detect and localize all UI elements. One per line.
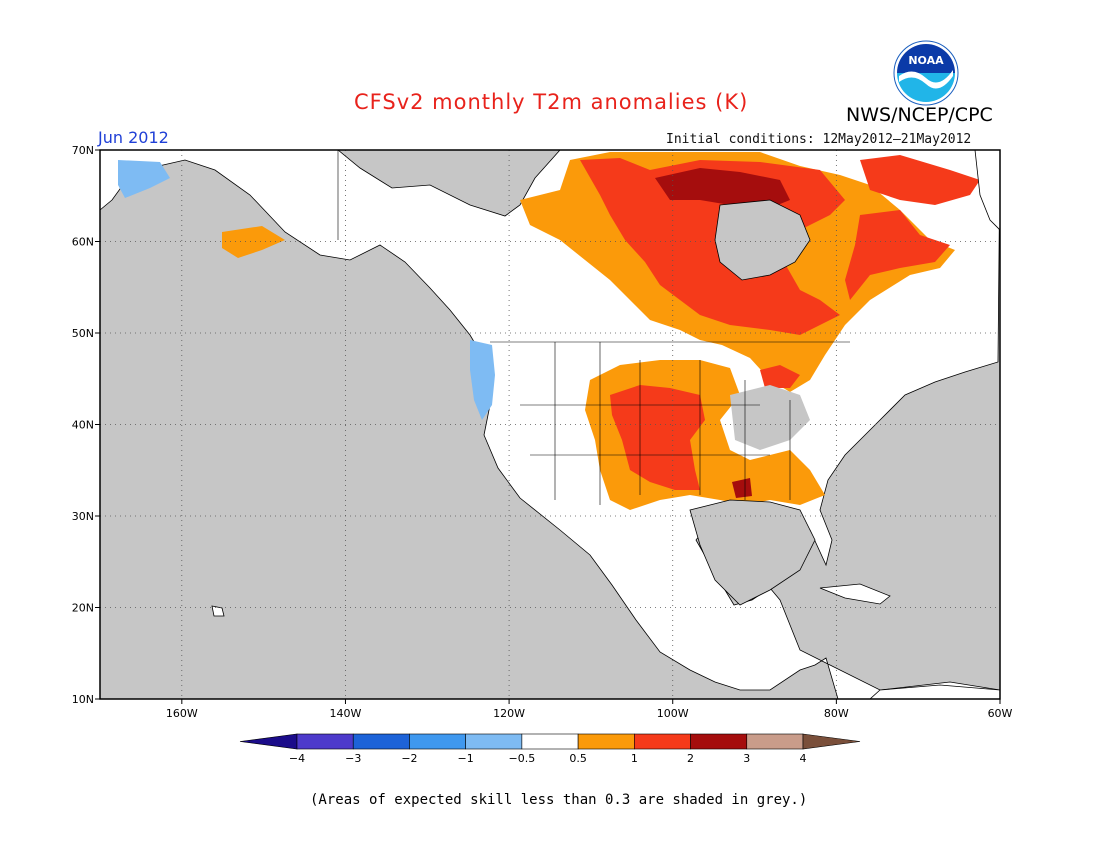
lat-tick-label: 70N <box>72 144 94 157</box>
colorbar-high-extension <box>802 733 861 750</box>
lon-tick-label: 60W <box>988 707 1013 720</box>
axis-ticks: 70N 60N 50N 40N 30N 20N 10N 160W 140W 120W 100W 80W… <box>72 144 1013 720</box>
alaska-warm <box>222 226 285 258</box>
us-plains-warm-1-2 <box>610 385 705 490</box>
lon-tick-label: 160W <box>166 707 198 720</box>
colorbar-swatch <box>296 733 354 750</box>
colorbar-swatch <box>634 733 691 750</box>
colorbar-label: 4 <box>800 752 807 765</box>
forecast-month: Jun 2012 <box>98 128 169 147</box>
graticule <box>100 150 1000 699</box>
colorbar-swatch <box>746 733 804 750</box>
lat-tick-label: 40N <box>72 419 94 432</box>
greenland <box>974 150 1000 231</box>
lat-tick-label: 10N <box>72 693 94 706</box>
logo-text: NOAA <box>908 54 944 67</box>
lat-tick-label: 30N <box>72 510 94 523</box>
colorbar: −4 −3 −2 −1 −0.5 0.5 1 2 3 4 <box>239 733 861 765</box>
colorbar-swatch <box>521 733 579 750</box>
lon-tick-label: 100W <box>657 707 689 720</box>
colorbar-label: −3 <box>345 752 361 765</box>
alaska-cool <box>118 160 170 198</box>
lon-tick-label: 120W <box>493 707 525 720</box>
initial-conditions: Initial conditions: 12May2012–21May2012 <box>666 132 972 147</box>
colorbar-swatch <box>465 733 523 750</box>
lat-tick-label: 20N <box>72 602 94 615</box>
great-lakes-warm-1-2 <box>760 365 800 388</box>
colorbar-swatch <box>352 733 410 750</box>
colorbar-label: −1 <box>458 752 474 765</box>
hawaii <box>211 605 225 617</box>
baffin-warm-1-2 <box>860 155 980 205</box>
hudson-bay <box>714 199 811 281</box>
colorbar-label: 2 <box>687 752 694 765</box>
colorbar-label: −0.5 <box>509 752 536 765</box>
lat-tick-label: 60N <box>72 236 94 249</box>
chart-title: CFSv2 monthly T2m anomalies (K) <box>354 90 749 114</box>
noaa-logo: NOAA <box>893 40 959 106</box>
pacific-nw-cool <box>470 340 495 420</box>
land-layer <box>100 150 1000 699</box>
colorbar-label: 0.5 <box>569 752 587 765</box>
skill-footnote: (Areas of expected skill less than 0.3 a… <box>310 792 808 808</box>
org-label: NWS/NCEP/CPC <box>846 104 993 126</box>
gulf-of-mexico <box>689 499 816 606</box>
cuba <box>819 583 891 605</box>
lon-tick-label: 140W <box>330 707 362 720</box>
colorbar-label: −4 <box>289 752 305 765</box>
lat-tick-label: 50N <box>72 327 94 340</box>
colorbar-label: −2 <box>401 752 417 765</box>
colorbar-low-extension <box>239 733 298 750</box>
colorbar-swatch <box>409 733 466 750</box>
political-borders <box>337 150 850 505</box>
colorbar-label: 1 <box>631 752 638 765</box>
south-america-edge <box>869 684 1000 699</box>
colorbar-swatch <box>690 733 748 750</box>
lon-tick-label: 80W <box>824 707 849 720</box>
colorbar-label: 3 <box>743 752 750 765</box>
gulf-warm-2-3 <box>732 478 752 498</box>
colorbar-swatch <box>577 733 635 750</box>
labrador-warm-1-2 <box>845 210 950 300</box>
